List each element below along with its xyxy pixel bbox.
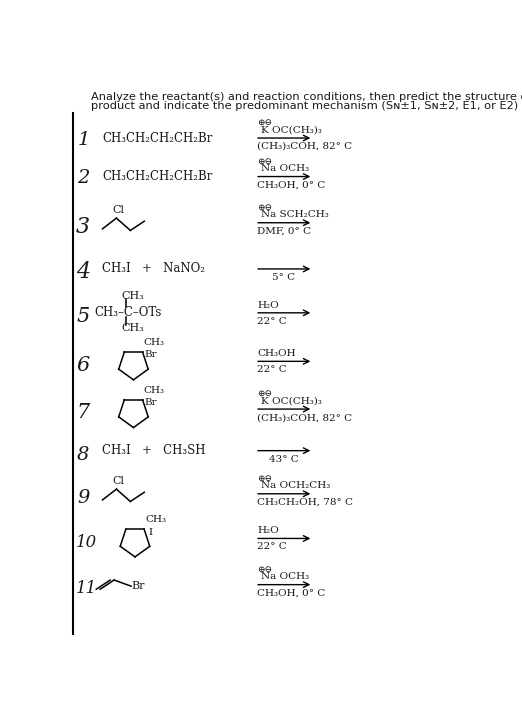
Text: K OC(CH₃)₃: K OC(CH₃)₃ [262, 396, 322, 405]
Text: Br: Br [145, 398, 158, 406]
Text: K OC(CH₃)₃: K OC(CH₃)₃ [262, 125, 322, 134]
Text: Na OCH₂CH₃: Na OCH₂CH₃ [262, 481, 330, 490]
Text: Cl: Cl [113, 476, 125, 486]
Text: 1: 1 [78, 131, 90, 149]
Text: CH₃CH₂OH, 78° C: CH₃CH₂OH, 78° C [257, 498, 353, 507]
Text: 8: 8 [77, 446, 89, 463]
Text: 22° C: 22° C [257, 317, 287, 326]
Text: CH₃: CH₃ [145, 516, 166, 524]
Text: DMF, 0° C: DMF, 0° C [257, 227, 312, 236]
Text: Na SCH₂CH₃: Na SCH₂CH₃ [262, 210, 329, 218]
Text: Na OCH₃: Na OCH₃ [262, 164, 310, 173]
Text: ⊕⊖: ⊕⊖ [257, 390, 272, 399]
Text: ⊕⊖: ⊕⊖ [257, 203, 272, 213]
Text: CH₃–C–OTs: CH₃–C–OTs [94, 306, 161, 319]
Text: CH₃OH, 0° C: CH₃OH, 0° C [257, 588, 326, 598]
Text: 10: 10 [76, 534, 97, 550]
Text: Cl: Cl [113, 205, 125, 215]
Text: 5° C: 5° C [272, 273, 295, 282]
Text: Na OCH₃: Na OCH₃ [262, 572, 310, 580]
Text: 7: 7 [76, 403, 89, 423]
Text: H₂O: H₂O [257, 301, 279, 310]
Text: CH₃OH, 0° C: CH₃OH, 0° C [257, 181, 326, 189]
Text: CH₃: CH₃ [121, 323, 144, 333]
Text: 22° C: 22° C [257, 543, 287, 551]
Text: (CH₃)₃COH, 82° C: (CH₃)₃COH, 82° C [257, 142, 352, 151]
Text: I: I [148, 528, 152, 537]
Text: ⊕⊖: ⊕⊖ [257, 565, 272, 575]
Text: CH₃CH₂CH₂CH₂Br: CH₃CH₂CH₂CH₂Br [102, 170, 213, 183]
Text: CH₃: CH₃ [121, 291, 144, 301]
Text: ⊕⊖: ⊕⊖ [257, 157, 272, 166]
Text: ⊕⊖: ⊕⊖ [257, 475, 272, 483]
Text: CH₃: CH₃ [144, 338, 164, 347]
Text: 22° C: 22° C [257, 366, 287, 374]
Text: CH₃CH₂CH₂CH₂Br: CH₃CH₂CH₂CH₂Br [102, 131, 213, 144]
Text: CH₃I   +   NaNO₂: CH₃I + NaNO₂ [102, 263, 206, 276]
Text: Analyze the reactant(s) and reaction conditions, then predict the structure of t: Analyze the reactant(s) and reaction con… [91, 92, 522, 102]
Text: 11: 11 [76, 580, 97, 597]
Text: ⊕⊖: ⊕⊖ [257, 119, 272, 128]
Text: CH₃OH: CH₃OH [257, 349, 296, 358]
Text: 9: 9 [77, 488, 89, 507]
Text: 6: 6 [76, 356, 89, 375]
Text: Br: Br [145, 350, 158, 358]
Text: 3: 3 [76, 216, 90, 238]
Text: 5: 5 [77, 307, 90, 326]
Text: H₂O: H₂O [257, 526, 279, 536]
Text: 43° C: 43° C [269, 455, 299, 463]
Text: CH₃I   +   CH₃SH: CH₃I + CH₃SH [102, 444, 206, 457]
Text: 4: 4 [76, 261, 90, 283]
Text: product and indicate the predominant mechanism (Sɴ±1, Sɴ±2, E1, or E2) of each r: product and indicate the predominant mec… [91, 101, 522, 111]
Text: 2: 2 [77, 169, 89, 187]
Text: (CH₃)₃COH, 82° C: (CH₃)₃COH, 82° C [257, 413, 352, 422]
Text: CH₃: CH₃ [144, 386, 164, 395]
Text: Br: Br [132, 581, 146, 591]
